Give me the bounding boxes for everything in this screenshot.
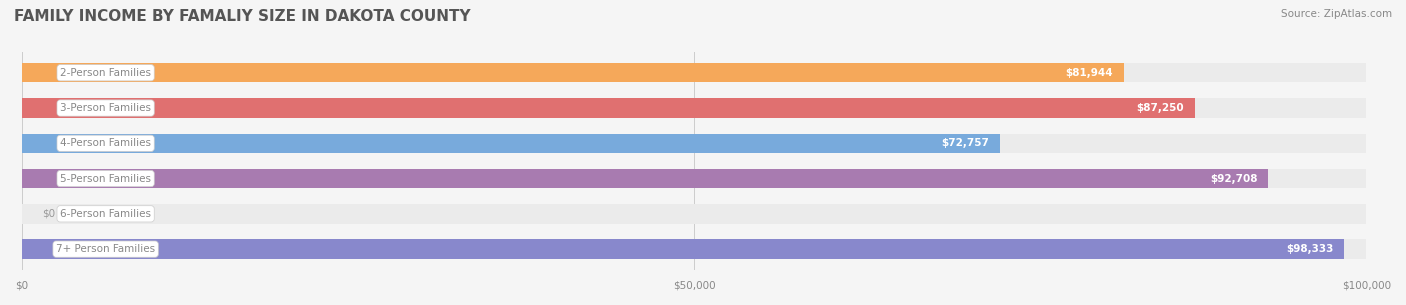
Bar bbox=[21, 63, 1367, 82]
Text: $72,757: $72,757 bbox=[942, 138, 990, 148]
Bar bbox=[21, 134, 1000, 153]
Text: $87,250: $87,250 bbox=[1136, 103, 1184, 113]
Text: $81,944: $81,944 bbox=[1066, 68, 1112, 78]
Bar bbox=[21, 63, 1123, 82]
Text: Source: ZipAtlas.com: Source: ZipAtlas.com bbox=[1281, 9, 1392, 19]
Text: FAMILY INCOME BY FAMALIY SIZE IN DAKOTA COUNTY: FAMILY INCOME BY FAMALIY SIZE IN DAKOTA … bbox=[14, 9, 471, 24]
Bar bbox=[21, 169, 1367, 188]
Text: 7+ Person Families: 7+ Person Families bbox=[56, 244, 155, 254]
Bar bbox=[21, 98, 1195, 118]
Text: $98,333: $98,333 bbox=[1286, 244, 1333, 254]
Bar bbox=[21, 134, 1367, 153]
Text: 2-Person Families: 2-Person Families bbox=[60, 68, 150, 78]
Bar bbox=[21, 98, 1367, 118]
Text: 3-Person Families: 3-Person Families bbox=[60, 103, 150, 113]
Text: 5-Person Families: 5-Person Families bbox=[60, 174, 150, 184]
Text: $92,708: $92,708 bbox=[1211, 174, 1257, 184]
Bar bbox=[21, 239, 1344, 259]
Text: 6-Person Families: 6-Person Families bbox=[60, 209, 150, 219]
Text: $0: $0 bbox=[42, 209, 55, 219]
Bar bbox=[21, 169, 1268, 188]
Bar bbox=[21, 204, 1367, 224]
Bar bbox=[21, 239, 1367, 259]
Text: 4-Person Families: 4-Person Families bbox=[60, 138, 150, 148]
